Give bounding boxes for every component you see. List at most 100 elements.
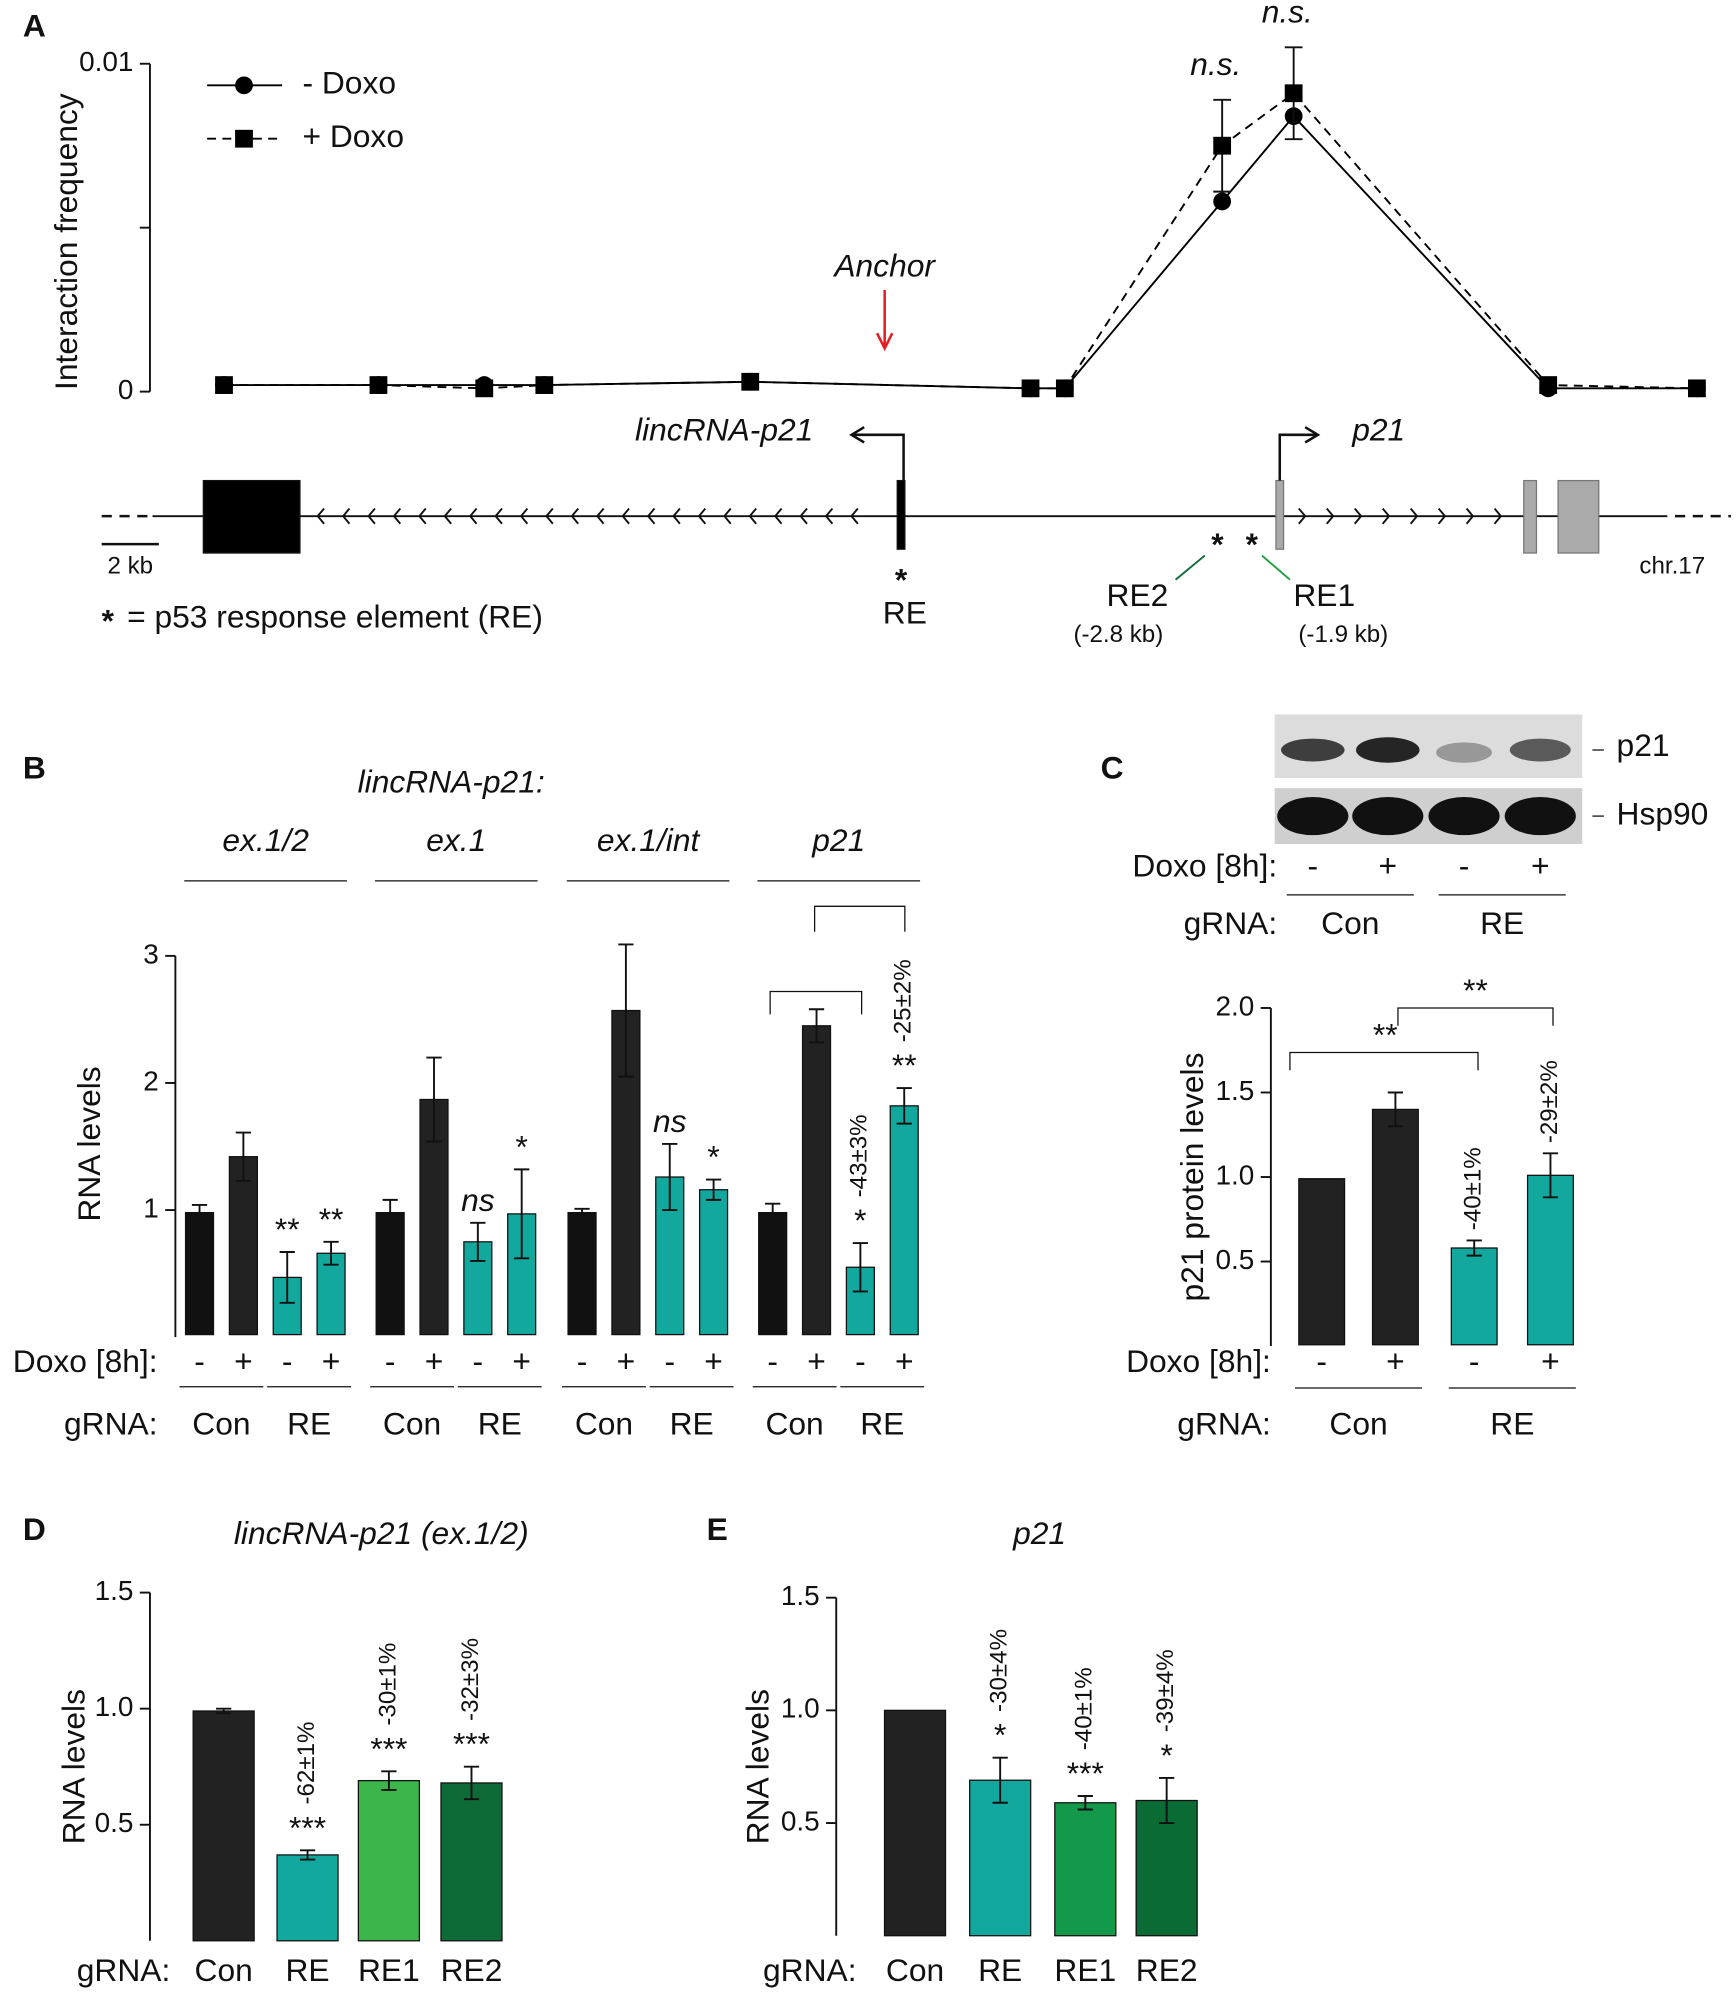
error-bar	[381, 1770, 397, 1791]
error-bar	[852, 1242, 868, 1293]
row-label: gRNA:	[763, 1952, 857, 1988]
intron-chevron	[367, 507, 376, 525]
doxo-label: +	[425, 1343, 444, 1379]
comparison-bracket	[1289, 1051, 1479, 1071]
marker	[1055, 379, 1074, 398]
blot-band	[1277, 797, 1349, 836]
marker	[369, 376, 388, 394]
percent-change: -29±2%	[1536, 1060, 1563, 1143]
blot-label: Hsp90	[1617, 795, 1709, 831]
error-bar	[896, 1087, 912, 1125]
percent-change: -30±1%	[374, 1643, 401, 1726]
marker	[1213, 192, 1232, 211]
bar	[375, 1211, 405, 1336]
intron-chevron	[1381, 507, 1391, 525]
percent-change: -25±2%	[890, 959, 917, 1042]
marker	[1021, 379, 1040, 398]
intron-chevron	[1437, 507, 1447, 525]
exon	[202, 479, 301, 554]
re-label: RE2	[1107, 577, 1169, 613]
intron-chevron	[1354, 507, 1363, 525]
bar	[440, 1782, 503, 1942]
re-position: (-1.9 kb)	[1298, 621, 1388, 648]
y-axis-label: p21 protein levels	[1174, 1053, 1210, 1302]
error-bar	[216, 1707, 232, 1715]
bar	[1298, 1178, 1346, 1346]
grna-label: Con	[192, 1405, 250, 1441]
error-bar	[279, 1251, 295, 1304]
y-tick-label: 1.0	[95, 1691, 134, 1722]
intron-chevron	[418, 507, 427, 525]
exon	[896, 479, 906, 550]
x-tick-label: RE2	[1136, 1952, 1198, 1988]
re-label: RE1	[1293, 577, 1355, 613]
y-tick-label: 2	[143, 1065, 159, 1096]
row-label: Doxo [8h]:	[1132, 848, 1277, 884]
doxo-label: +	[1531, 848, 1550, 884]
grna-label: Con	[765, 1405, 823, 1441]
chromosome-label: chr.17	[1639, 552, 1705, 579]
blot-label: p21	[1617, 727, 1670, 763]
error-bar	[426, 1056, 442, 1143]
error-bar	[514, 1168, 530, 1260]
tss-arrow	[849, 426, 905, 481]
bar	[889, 1105, 919, 1336]
grna-label: RE	[1490, 1405, 1534, 1441]
exon	[1275, 479, 1285, 550]
blot-band	[1281, 738, 1345, 762]
intron-chevron	[850, 507, 859, 525]
exon	[1523, 479, 1538, 554]
error-bar	[382, 1198, 398, 1227]
y-tick-label: 0.5	[781, 1805, 820, 1836]
tss-arrow	[1278, 426, 1321, 481]
error-bar	[662, 1143, 678, 1212]
significance: **	[892, 1047, 917, 1083]
intron-chevron	[646, 507, 656, 525]
intron-chevron	[392, 507, 402, 525]
error-bar	[808, 1008, 825, 1044]
error-bar	[1542, 1152, 1559, 1199]
grna-label: Con	[383, 1405, 441, 1441]
doxo-label: -	[282, 1343, 293, 1379]
error-bar	[574, 1207, 590, 1218]
intron-chevron	[1298, 507, 1307, 525]
re-position: (-2.8 kb)	[1073, 621, 1163, 648]
doxo-label: +	[1386, 1343, 1405, 1379]
blot-band	[1504, 797, 1576, 836]
percent-change: -43±3%	[846, 1114, 873, 1197]
re-star: *	[1211, 526, 1224, 562]
bar	[883, 1709, 947, 1937]
intron-chevron	[748, 507, 757, 525]
doxo-label: -	[664, 1343, 675, 1379]
intron-chevron	[723, 507, 732, 525]
x-tick-label: RE	[978, 1952, 1022, 1988]
error-bar	[235, 1131, 251, 1182]
footnote-star: *	[102, 602, 115, 638]
significance: n.s.	[1190, 46, 1241, 82]
bar	[801, 1025, 832, 1336]
gene-label: lincRNA-p21	[635, 412, 813, 448]
y-tick-label: 1.0	[781, 1693, 820, 1724]
y-tick-label: 1.5	[95, 1575, 134, 1606]
blot-band	[1436, 742, 1492, 763]
significance: ***	[453, 1726, 490, 1762]
doxo-label: -	[1469, 1343, 1480, 1379]
significance: **	[275, 1211, 300, 1247]
re-star: *	[1246, 526, 1259, 562]
intron-chevron	[697, 507, 707, 525]
legend-label: - Doxo	[302, 65, 396, 101]
error-bar	[299, 1849, 316, 1861]
error-bar	[992, 1756, 1008, 1804]
grna-label: RE	[1480, 905, 1524, 941]
bracket-label: **	[1373, 1017, 1398, 1053]
doxo-label: -	[194, 1343, 205, 1379]
intron-chevron	[672, 507, 681, 525]
y-tick-label: 1.5	[781, 1580, 820, 1611]
intron-chevron	[494, 507, 503, 525]
significance: **	[319, 1201, 344, 1237]
intron-chevron	[443, 507, 452, 525]
bar	[1371, 1108, 1419, 1346]
error-bar	[705, 1178, 722, 1201]
y-axis-label: RNA levels	[71, 1066, 107, 1221]
significance: ***	[370, 1730, 407, 1766]
